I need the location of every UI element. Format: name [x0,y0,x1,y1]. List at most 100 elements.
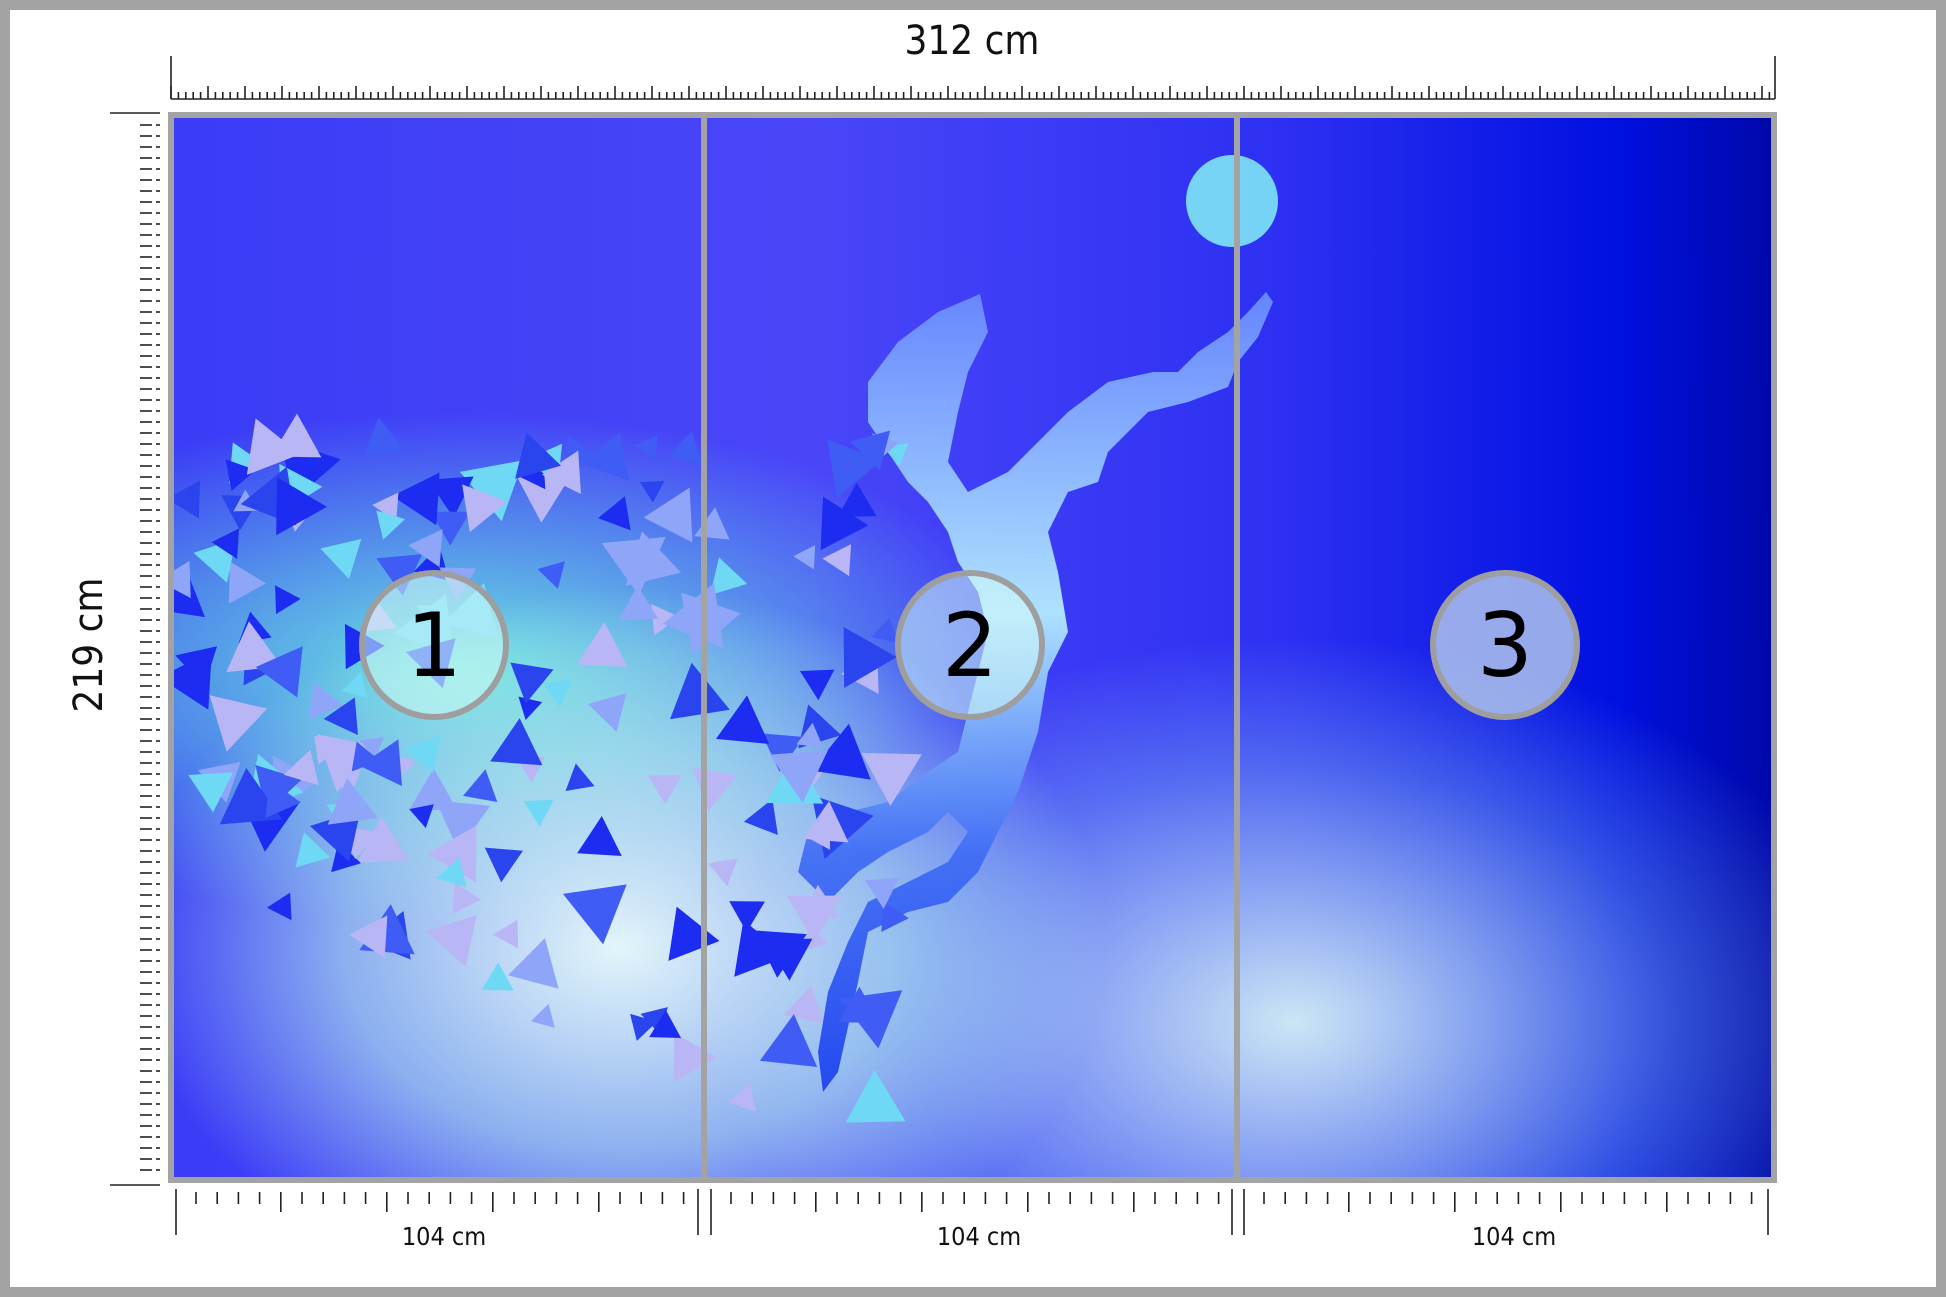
triangle-particle [850,430,891,471]
triangle-particle [484,847,524,883]
triangle-particle [803,801,849,843]
triangle-particle [515,432,561,479]
triangle-particle [769,750,828,803]
triangle-particle [426,915,477,967]
triangle-particle [357,816,410,863]
triangle-particle [436,856,467,888]
triangle-particle [537,561,565,589]
triangle-particle [598,496,631,531]
panel-1-width-label: 104 cm [401,1222,487,1251]
triangle-particle [459,460,524,522]
triangle-particle [320,538,362,580]
triangle-particle [845,1069,906,1123]
player-silhouette [798,292,1273,1092]
triangle-particle [349,915,388,959]
bottom-rulers [175,1189,1769,1235]
triangle-particle [392,472,440,526]
triangle-particle [861,752,922,807]
triangle-particle [409,804,434,829]
triangle-particle [669,662,730,720]
triangle-particle [175,646,218,687]
triangle-particle [492,919,519,949]
triangle-particle [462,484,508,533]
left-ruler [110,112,160,1186]
ball [1186,155,1278,247]
triangle-particle [674,1032,718,1083]
triangle-particle [266,892,292,921]
triangle-particle [784,985,824,1024]
triangle-particle [729,901,765,933]
triangle-particle [168,480,200,519]
triangle-particle [463,769,498,802]
triangle-particle [409,768,458,811]
triangle-particle [255,646,303,698]
triangle-particle [518,696,543,720]
triangle-particle [376,510,406,540]
triangle-particle [530,1003,555,1028]
triangle-particle [668,431,702,465]
triangle-particle [523,799,554,827]
triangle-particle [761,733,804,772]
triangle-particle [275,585,301,615]
triangle-particle [649,1009,682,1038]
triangle-particle [839,990,903,1049]
triangle-particle [811,723,871,780]
triangle-particle [715,695,770,744]
triangle-particle [209,695,268,752]
triangle-particle [881,901,909,932]
triangle-particle [827,439,883,498]
triangle-particle [562,884,627,945]
triangle-particle [427,476,474,518]
triangle-particle [309,810,361,862]
triangle-particle [577,622,628,667]
triangle-particle [843,627,897,688]
top-ruler [170,56,1776,100]
triangle-particle [582,431,630,481]
triangle-particle [871,617,898,643]
triangle-particle [577,816,622,857]
triangle-particle [226,621,282,673]
triangle-particle [799,669,835,701]
triangle-particle [796,722,824,748]
triangle-particle [481,962,514,991]
triangle-particle [327,777,378,825]
triangle-particle [743,798,778,836]
triangle-particle [435,800,491,851]
triangle-particle [351,741,380,772]
panel-number-1: 1 [359,570,509,720]
triangle-particle [246,418,301,475]
triangle-particle [630,1013,657,1042]
triangle-particle [265,779,301,818]
panel-divider [701,112,707,1183]
triangle-particle [565,763,595,791]
triangle-particle [587,693,627,732]
triangle-particle [651,604,680,636]
triangle-particle [403,735,441,774]
triangle-particle [793,545,816,570]
mural-frame [168,112,1777,1183]
triangle-particle [452,882,481,914]
triangle-particle [864,877,900,909]
triangle-particle [276,477,327,536]
triangle-particle [822,544,852,577]
triangle-particle [662,583,724,649]
triangle-particle [372,492,399,522]
triangle-particle [427,825,477,883]
panel-number-3: 3 [1430,570,1580,720]
triangle-particle [647,774,682,805]
triangle-particle [363,417,406,458]
panel-3-width-label: 104 cm [1471,1222,1557,1251]
triangle-particle [542,450,581,495]
triangle-particle [643,487,693,543]
panel-divider [1234,112,1240,1183]
triangle-particle [225,459,256,491]
total-width-label: 312 cm [904,18,1040,64]
triangle-particle [228,561,266,604]
triangle-particle [708,858,738,887]
triangle-particle [314,735,342,765]
triangle-particle [728,1083,756,1112]
triangle-particle [820,496,869,551]
triangle-particle [323,697,358,736]
